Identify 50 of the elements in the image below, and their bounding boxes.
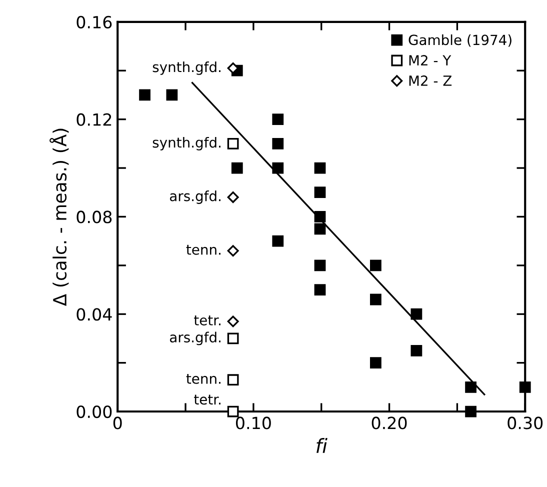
- data-label: synth.gfd.: [152, 136, 220, 150]
- data-label: ars.gfd.: [170, 190, 220, 204]
- point: [227, 191, 239, 203]
- point: [272, 138, 284, 150]
- point: [272, 162, 284, 174]
- x-tick-label: 0.30: [508, 416, 543, 430]
- point: [370, 357, 382, 369]
- point: [370, 260, 382, 272]
- x-tick-label: 0.10: [236, 416, 271, 430]
- point: [370, 294, 382, 306]
- y-axis-title: Δ (calc. - meas.) (Å): [50, 128, 69, 306]
- point: [314, 284, 326, 296]
- point: [166, 89, 178, 101]
- data-label: tenn.: [186, 244, 220, 255]
- data-label: tetr.: [194, 316, 220, 326]
- y-tick-label: 0.12: [76, 113, 112, 126]
- point: [314, 211, 326, 222]
- point: [465, 406, 476, 418]
- point: [272, 114, 284, 126]
- x-axis-title: fi: [316, 438, 328, 453]
- data-label: ars.gfd.: [170, 332, 220, 346]
- x-tick-label: 0.20: [372, 416, 407, 430]
- point: [227, 332, 239, 344]
- legend-label: M2 - Z: [409, 75, 452, 86]
- point: [227, 245, 239, 257]
- legend-label: Gamble (1974): [408, 34, 512, 47]
- y-tick-label: 0.00: [76, 405, 112, 418]
- point: [410, 308, 422, 320]
- point: [139, 89, 150, 101]
- point: [227, 138, 239, 150]
- point: [410, 344, 422, 356]
- point: [314, 223, 326, 235]
- point: [314, 260, 326, 272]
- point: [465, 381, 476, 393]
- y-tick-label: 0.04: [76, 308, 112, 321]
- data-label: tenn.: [186, 374, 220, 384]
- point: [231, 162, 243, 174]
- y-tick-label: 0.08: [76, 210, 112, 224]
- point: [227, 406, 239, 418]
- point: [272, 235, 284, 247]
- x-tick-label: 0: [113, 416, 122, 430]
- y-tick-label: 0.16: [76, 16, 112, 28]
- legend-label: M2 - Y: [409, 55, 452, 66]
- point: [314, 162, 326, 174]
- data-label: synth.gfd.: [152, 61, 220, 75]
- data-label: tetr.: [194, 394, 220, 405]
- point: [227, 374, 239, 386]
- point: [314, 186, 326, 198]
- point: [227, 316, 239, 328]
- point: [519, 381, 531, 393]
